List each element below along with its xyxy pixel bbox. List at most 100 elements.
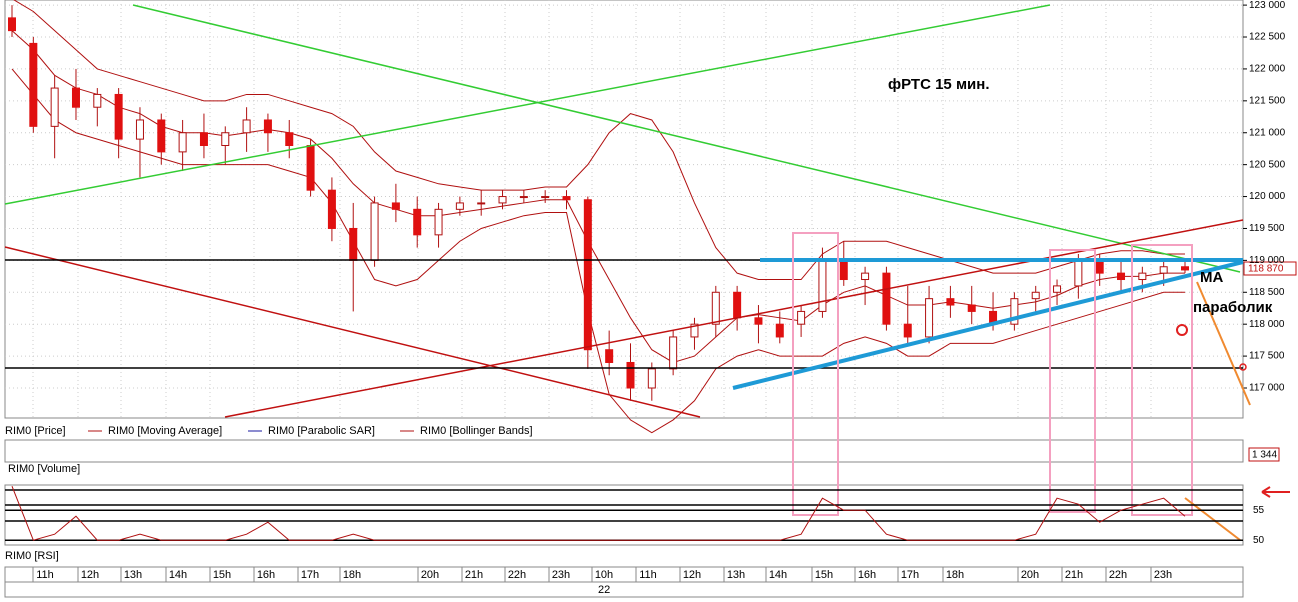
candle-body (1010, 298, 1019, 325)
candle-body (583, 199, 592, 351)
chart-title: фРТС 15 мин. (888, 76, 990, 93)
highlight-box (1131, 244, 1193, 516)
candle-body (178, 132, 187, 153)
x-tick-label: 17h (301, 569, 319, 581)
candle-body (882, 272, 891, 325)
trend-line (224, 219, 1244, 418)
indicator-line (13, 0, 1185, 281)
annotation: параболик (1193, 299, 1273, 316)
candle-body (669, 336, 678, 370)
candle-body (50, 87, 59, 127)
x-tick-label: 23h (552, 569, 570, 581)
candle-body (327, 189, 336, 229)
y-tick-label: 50 (1253, 535, 1265, 546)
x-tick-label: 15h (213, 569, 231, 581)
candle-body (562, 196, 571, 201)
candle-body (797, 310, 806, 325)
x-tick-label: 20h (421, 569, 439, 581)
candle-body (1181, 266, 1189, 271)
y-tick-label: 120 000 (1249, 191, 1286, 202)
candle-body (967, 304, 976, 312)
x-tick-label: 11h (36, 569, 54, 581)
last-price: 118 870 (1248, 264, 1284, 275)
x-tick-label: 12h (683, 569, 701, 581)
marks (8, 0, 1189, 434)
x-tick-label: 16h (257, 569, 275, 581)
y-tick-label: 119 000 (1249, 255, 1285, 266)
volume-box (1248, 447, 1280, 462)
price-label-box (1243, 261, 1297, 276)
y-tick-label: 118 500 (1249, 287, 1285, 298)
drawings (4, 4, 1290, 541)
x-tick-label: 21h (1065, 569, 1083, 581)
candle-body (498, 196, 507, 204)
candle-body (93, 93, 102, 108)
candle-body (71, 87, 80, 108)
y-tick-label: 121 500 (1249, 95, 1286, 106)
candle-body (349, 227, 358, 261)
y-tick-label: 120 500 (1249, 159, 1286, 170)
x-tick-label: 18h (343, 569, 361, 581)
candle-body (1031, 291, 1040, 300)
x-tick-label: 18h (946, 569, 964, 581)
candle-body (1117, 272, 1126, 281)
candle-body (157, 119, 166, 153)
candle-body (647, 368, 656, 389)
legend-label: RIM0 [Bollinger Bands] (420, 425, 533, 437)
x-tick-label: 14h (169, 569, 187, 581)
candle-body (114, 93, 123, 140)
candle-body (1095, 259, 1104, 274)
arrow (1196, 281, 1251, 406)
candle-body (861, 272, 870, 281)
candle-body (29, 42, 38, 127)
candle-body (754, 317, 763, 325)
x-tick-label: 23h (1154, 569, 1172, 581)
x-tick-label: 21h (465, 569, 483, 581)
candle-body (199, 132, 208, 147)
date-label: 22 (598, 584, 610, 596)
x-tick-label: 12h (81, 569, 99, 581)
trend-line (4, 4, 1051, 205)
x-tick-label: 13h (727, 569, 745, 581)
price-panel (4, 0, 1244, 419)
highlight-box (792, 232, 839, 516)
x-tick-label: 14h (769, 569, 787, 581)
candle-body (711, 291, 720, 325)
candle-body (1159, 266, 1168, 274)
annotation: МА (1200, 269, 1223, 286)
candle-body (434, 208, 443, 236)
y-tick-label: 122 000 (1249, 64, 1286, 75)
candle-body (925, 298, 934, 338)
candle-body (1053, 285, 1062, 293)
x-tick-label: 16h (858, 569, 876, 581)
candle-body (391, 202, 400, 210)
candle-body (839, 259, 848, 281)
candle-body (8, 17, 16, 32)
x-tick-label: 20h (1021, 569, 1039, 581)
highlight-box (1049, 249, 1096, 513)
candle-body (775, 323, 784, 338)
x-tick-label: 22h (1109, 569, 1127, 581)
panel-label: RIM0 [RSI] (5, 550, 59, 562)
rsi-line (11, 486, 1186, 541)
x-tick-label: 17h (901, 569, 919, 581)
y-tick-label: 123 000 (1249, 0, 1286, 11)
y-tick-label: 119 500 (1249, 223, 1285, 234)
volume-value: 1 344 (1252, 450, 1277, 461)
candle-body (690, 323, 699, 338)
candle-body (370, 202, 379, 261)
legend-label: RIM0 [Price] (5, 425, 66, 437)
y-tick-label: 118 000 (1249, 319, 1285, 330)
y-tick-label: 122 500 (1249, 32, 1286, 43)
legend-label: RIM0 [Moving Average] (108, 425, 222, 437)
support-line (732, 260, 1244, 390)
trend-line (132, 4, 1241, 273)
candle-body (263, 119, 272, 134)
candle-body (605, 349, 614, 363)
volume-panel (4, 439, 1244, 463)
y-tick-label: 121 000 (1249, 127, 1286, 138)
x-tick-label: 22h (508, 569, 526, 581)
marker (1239, 363, 1247, 371)
legend-label: RIM0 [Parabolic SAR] (268, 425, 375, 437)
candle-body (285, 132, 294, 147)
